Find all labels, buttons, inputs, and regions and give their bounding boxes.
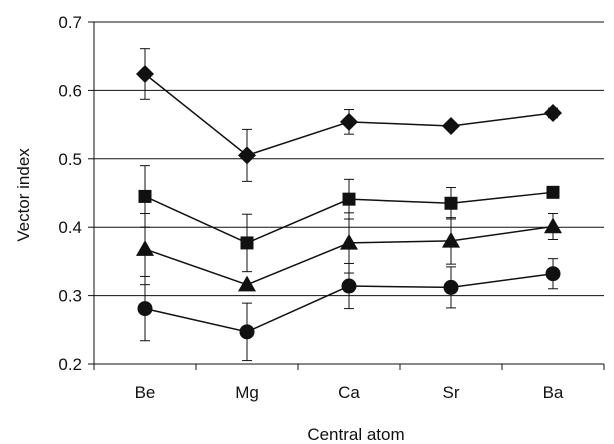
x-tick-label-mg: Mg bbox=[235, 383, 259, 402]
marker-triangle-ca bbox=[340, 233, 358, 250]
axis-layer bbox=[88, 21, 605, 370]
marker-circle-ba bbox=[545, 266, 561, 282]
marker-triangle-ba bbox=[544, 217, 562, 234]
marker-diamond-ba bbox=[544, 103, 562, 122]
marker-triangle-be bbox=[136, 240, 154, 256]
x-tick-label-ba: Ba bbox=[543, 383, 564, 402]
marker-circle-ca bbox=[341, 278, 357, 294]
x-tick-label-sr: Sr bbox=[443, 383, 460, 402]
marker-diamond-ca bbox=[340, 112, 358, 131]
y-tick-label-0: 0.2 bbox=[58, 355, 82, 374]
marker-triangle-mg bbox=[238, 275, 256, 292]
marker-square-mg bbox=[240, 236, 254, 250]
marker-diamond-sr bbox=[442, 116, 460, 135]
grid-layer bbox=[94, 21, 604, 297]
marker-square-ba bbox=[546, 185, 560, 199]
x-tick-label-ca: Ca bbox=[338, 383, 360, 402]
marker-diamond-be bbox=[136, 64, 154, 83]
series-layer bbox=[136, 48, 562, 362]
marker-circle-mg bbox=[239, 324, 255, 340]
y-tick-label-5: 0.7 bbox=[58, 13, 82, 32]
y-tick-label-2: 0.4 bbox=[58, 218, 82, 237]
y-axis-title: Vector index bbox=[14, 148, 33, 242]
label-layer: 0.2 0.3 0.4 0.5 0.6 0.7 Be Mg Ca Sr Ba bbox=[58, 13, 564, 402]
x-axis-title: Central atom bbox=[307, 425, 404, 444]
y-tick-label-3: 0.5 bbox=[58, 150, 82, 169]
series-diamond bbox=[136, 48, 562, 182]
marker-square-ca bbox=[342, 192, 356, 206]
marker-square-be bbox=[138, 189, 152, 203]
marker-diamond-mg bbox=[238, 146, 256, 165]
marker-square-sr bbox=[444, 196, 458, 210]
marker-circle-be bbox=[137, 301, 153, 317]
marker-triangle-sr bbox=[442, 231, 460, 248]
y-tick-label-4: 0.6 bbox=[58, 81, 82, 100]
y-tick-label-1: 0.3 bbox=[58, 287, 82, 306]
series-triangle bbox=[136, 212, 562, 292]
marker-circle-sr bbox=[443, 279, 459, 295]
series-circle bbox=[137, 258, 561, 362]
x-tick-label-be: Be bbox=[135, 383, 156, 402]
